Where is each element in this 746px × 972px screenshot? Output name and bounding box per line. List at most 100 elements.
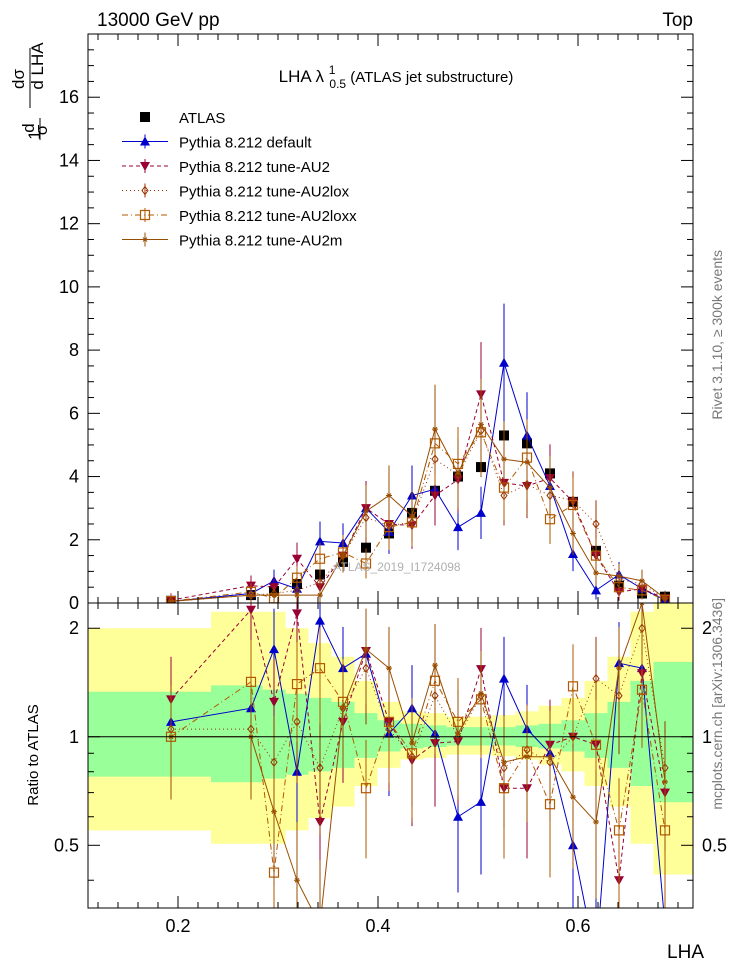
ratio-point	[499, 673, 509, 683]
data-point	[476, 507, 486, 517]
header-left: 13000 GeV pp	[97, 10, 220, 31]
legend-marker	[140, 136, 150, 146]
chart-title: LHA λ 1 0.5 (ATLAS jet substructure)	[279, 63, 514, 91]
legend-marker	[140, 112, 150, 122]
ratio-point	[386, 665, 392, 672]
legend-entry: Pythia 8.212 tune-AU2lox	[122, 183, 350, 201]
ratio-line	[171, 603, 666, 908]
legend-entry: Pythia 8.212 default	[122, 134, 312, 152]
data-point	[432, 426, 438, 433]
ratio-point	[453, 811, 463, 821]
y-tick-label-ratio: 1	[69, 727, 79, 747]
header-right: Top	[662, 10, 693, 31]
y-tick-label-main: 2	[69, 530, 79, 550]
ratio-line	[170, 608, 666, 881]
series-line	[170, 362, 666, 602]
data-point	[662, 595, 668, 602]
legend-marker	[139, 209, 151, 221]
data-point	[409, 513, 415, 520]
data-point	[361, 542, 371, 553]
ratio-point	[476, 796, 486, 806]
data-point	[317, 592, 323, 599]
data-point	[501, 456, 507, 463]
data-point	[591, 585, 601, 595]
svg-text:d LHA: d LHA	[28, 42, 47, 90]
ratio-point	[478, 690, 484, 697]
data-point	[593, 569, 599, 576]
data-point	[455, 470, 461, 477]
data-point	[315, 536, 325, 546]
legend-marker	[141, 185, 149, 196]
data-point	[168, 598, 174, 603]
y-tick-label-ratio: 0.5	[54, 835, 79, 855]
ratio-point	[547, 753, 553, 760]
x-axis-label: LHA	[667, 942, 704, 963]
legend-label: Pythia 8.212 tune-AU2lox	[179, 184, 350, 201]
data-point	[316, 577, 324, 588]
data-point	[294, 592, 300, 599]
ratio-point	[269, 644, 279, 654]
data-point	[453, 522, 463, 532]
data-point	[547, 484, 553, 491]
ratio-point	[432, 662, 438, 669]
data-point	[567, 499, 579, 511]
svg-text:1: 1	[25, 130, 44, 139]
ratio-point	[363, 646, 369, 653]
legend-entry: Pythia 8.212 tune-AU2	[122, 159, 330, 176]
data-point	[248, 592, 254, 599]
legend-label: Pythia 8.212 tune-AU2	[179, 159, 330, 176]
data-point	[314, 553, 326, 564]
legend-marker	[140, 162, 150, 171]
ratio-point	[501, 759, 507, 766]
data-point	[524, 459, 530, 466]
ratio-point	[636, 684, 648, 695]
legend: ATLAS Pythia 8.212 default Pythia 8.212 tu…	[122, 110, 357, 250]
y-axis-label-main: 1 d σ dσ d LHA	[9, 42, 51, 140]
data-point	[292, 554, 302, 564]
data-point	[360, 558, 372, 569]
series-layer	[165, 303, 671, 964]
watermark: ATLAS_2019_I1724098	[333, 560, 461, 574]
ratio-point	[340, 705, 346, 712]
ratio-pythia-8-212-tune-au2m	[168, 603, 668, 908]
data-point	[386, 492, 392, 499]
y-tick-label-main: 4	[69, 467, 79, 487]
legend-entry: Pythia 8.212 tune-AU2loxx	[122, 208, 357, 225]
ratio-point	[316, 763, 324, 773]
data-point	[570, 530, 576, 537]
ratio-point	[591, 955, 601, 964]
ratio-frame	[87, 602, 694, 909]
data-point	[291, 572, 303, 583]
ratio-uncertainty-bands	[88, 603, 693, 875]
series-line	[170, 431, 666, 602]
ratio-point	[294, 877, 300, 884]
y-tick-label-ratio: 2	[69, 618, 79, 638]
legend-label: Pythia 8.212 tune-AU2m	[179, 233, 342, 250]
x-tick-label: 0.2	[165, 916, 190, 936]
ratio-point	[455, 730, 461, 737]
ratio-point	[613, 825, 625, 836]
ratio-point	[314, 663, 326, 674]
x-tick-label: 0.6	[565, 916, 590, 936]
data-point	[363, 508, 369, 515]
ratio-point	[592, 673, 600, 684]
y-tick-label-main: 10	[59, 277, 79, 297]
y-tick-label-main: 0	[69, 593, 79, 613]
data-point	[639, 577, 645, 584]
x-tick-label: 0.4	[365, 916, 390, 936]
svg-text:σ: σ	[32, 124, 51, 135]
data-point	[616, 573, 622, 580]
legend-label: Pythia 8.212 default	[179, 135, 312, 152]
series-line	[170, 392, 666, 601]
ratio-point	[524, 753, 530, 760]
ratio-line	[170, 667, 666, 873]
data-point	[478, 421, 484, 428]
ratio-point	[246, 605, 256, 615]
ratio-point	[291, 678, 303, 690]
data-point	[499, 357, 509, 367]
ratio-point	[245, 676, 257, 687]
series-line	[170, 423, 666, 602]
series-atlas	[166, 423, 670, 603]
svg-text:d: d	[19, 123, 38, 132]
